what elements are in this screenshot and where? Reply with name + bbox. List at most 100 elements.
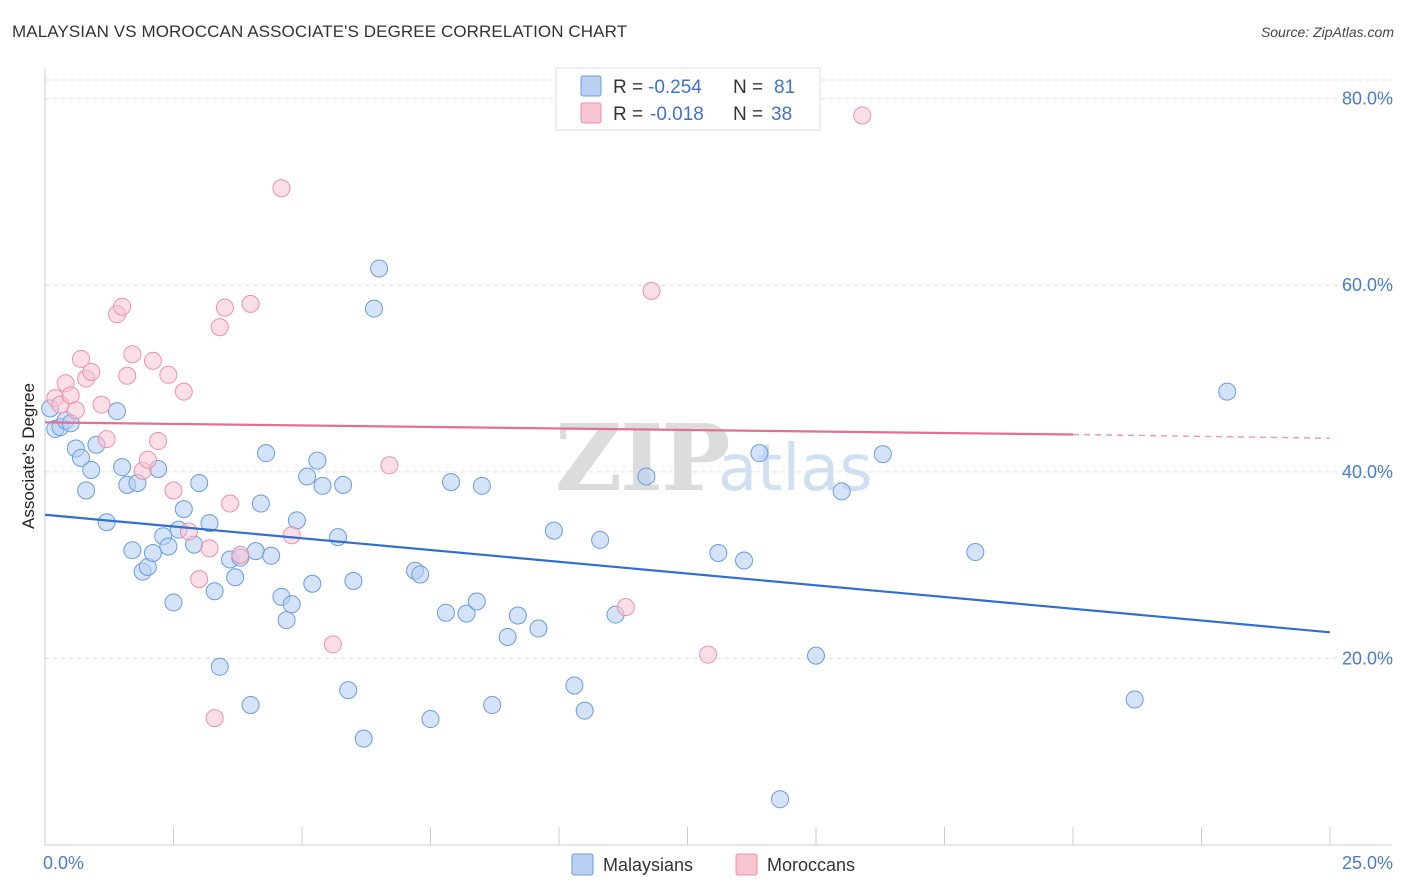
moroccans-point	[179, 522, 198, 541]
moroccans-point	[118, 366, 137, 385]
malaysians-point	[873, 445, 892, 464]
moroccans-point	[61, 386, 80, 405]
moroccans-point	[159, 365, 178, 384]
moroccans-point	[642, 281, 661, 300]
moroccans-points	[46, 106, 872, 728]
malaysians-point	[544, 521, 563, 540]
watermark-zip: ZIP	[555, 404, 728, 512]
grid-lines	[45, 79, 1392, 659]
moroccans-point	[190, 570, 209, 589]
legend-n-label: N =	[733, 77, 763, 98]
malaysians-point	[107, 402, 126, 421]
bottom-legend-swatch-moroccans	[735, 853, 758, 876]
malaysians-point	[143, 543, 162, 562]
x-tick-label-max: 25.0%	[1342, 853, 1393, 873]
malaysians-point	[334, 475, 353, 494]
moroccans-point	[164, 481, 183, 500]
axes	[44, 68, 1392, 846]
moroccans-point	[97, 430, 116, 449]
malaysians-point	[364, 299, 383, 318]
malaysians-point	[529, 619, 548, 638]
chart-title: MALAYSIAN VS MOROCCAN ASSOCIATE'S DEGREE…	[12, 22, 628, 41]
malaysians-point	[205, 582, 224, 601]
moroccans-point	[215, 298, 234, 317]
malaysians-point	[246, 542, 265, 561]
malaysians-point	[591, 530, 610, 549]
moroccans-point	[616, 598, 635, 617]
y-tick-label: 80.0%	[1342, 89, 1393, 109]
malaysians-point	[257, 444, 276, 463]
malaysians-point	[282, 595, 301, 614]
legend-r-label: R =	[613, 104, 643, 125]
malaysians-trend-line	[44, 513, 1331, 634]
moroccans-trend-extension	[1072, 433, 1331, 439]
moroccans-point	[71, 349, 90, 368]
moroccans-point	[210, 318, 229, 337]
malaysians-point	[226, 568, 245, 587]
trend-lines	[44, 421, 1331, 634]
malaysians-point	[1125, 690, 1144, 709]
malaysians-point	[251, 494, 270, 513]
y-axis-title: Associate's Degree	[19, 383, 38, 529]
y-tick-label: 20.0%	[1342, 648, 1393, 668]
moroccans-point	[138, 450, 157, 469]
moroccans-point	[241, 294, 260, 313]
malaysians-point	[411, 565, 430, 584]
bottom-legend-moroccans: Moroccans	[767, 855, 855, 875]
moroccans-point	[149, 432, 168, 451]
malaysians-point	[200, 514, 219, 533]
malaysians-point	[339, 681, 358, 700]
moroccans-point	[282, 526, 301, 545]
malaysians-point	[370, 259, 389, 278]
moroccans-point	[380, 456, 399, 475]
malaysians-point	[436, 603, 455, 622]
malaysians-points	[41, 259, 1237, 809]
legend-r-value-moroccans: -0.018	[650, 104, 704, 125]
x-tick-label-min: 0.0%	[43, 853, 84, 873]
malaysians-point	[467, 592, 486, 611]
malaysians-point	[113, 458, 132, 477]
malaysians-point	[123, 541, 142, 560]
malaysians-point	[457, 604, 476, 623]
y-tick-labels: 20.0% 40.0% 60.0% 80.0%	[1342, 89, 1393, 669]
malaysians-point	[575, 701, 594, 720]
malaysians-point	[298, 467, 317, 486]
legend-swatch-malaysians	[580, 75, 602, 97]
legend-r-label: R =	[613, 77, 643, 98]
malaysians-point	[750, 444, 769, 463]
y-tick-label: 40.0%	[1342, 462, 1393, 482]
malaysians-point	[303, 574, 322, 593]
malaysians-point	[97, 513, 116, 532]
malaysians-point	[277, 611, 296, 630]
malaysians-point	[735, 551, 754, 570]
moroccans-point	[92, 395, 111, 414]
malaysians-point	[190, 474, 209, 493]
malaysians-point	[442, 473, 461, 492]
malaysians-point	[832, 482, 851, 501]
moroccans-point	[66, 401, 85, 420]
legend-n-label: N =	[733, 104, 763, 125]
malaysians-point	[71, 448, 90, 467]
moroccans-trend-line	[44, 421, 1074, 436]
moroccans-point	[143, 351, 162, 370]
malaysians-point	[262, 546, 281, 565]
malaysians-point	[565, 676, 584, 695]
malaysians-point	[77, 481, 96, 500]
moroccans-point	[113, 297, 132, 316]
malaysians-point	[472, 476, 491, 495]
y-tick-label: 60.0%	[1342, 275, 1393, 295]
bottom-legend-malaysians: Malaysians	[603, 855, 693, 875]
malaysians-point	[344, 571, 363, 590]
malaysians-point	[498, 627, 517, 646]
moroccans-point	[200, 539, 219, 558]
malaysians-point	[308, 451, 327, 470]
bottom-legend-swatch-malaysians	[571, 853, 594, 876]
malaysians-point	[159, 537, 178, 556]
malaysians-point	[483, 696, 502, 715]
malaysians-point	[771, 790, 790, 809]
malaysians-point	[287, 511, 306, 530]
malaysians-point	[637, 467, 656, 486]
series-legend: Malaysians Moroccans	[571, 853, 855, 876]
moroccans-point	[174, 382, 193, 401]
